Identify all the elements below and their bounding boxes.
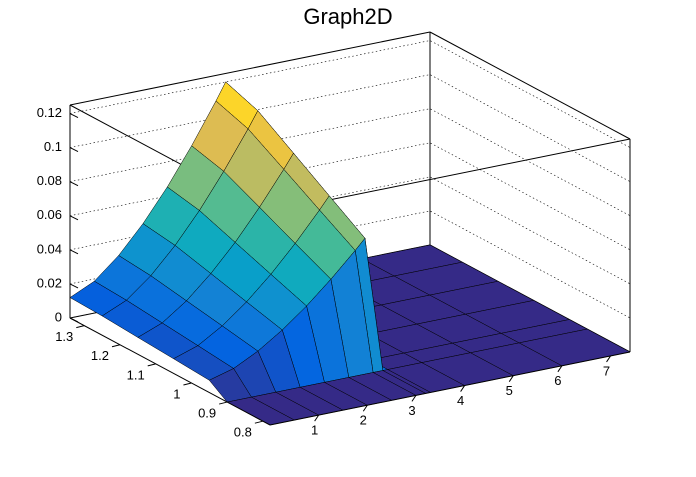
x-tick-label: 6 (554, 373, 561, 388)
y-tick (147, 363, 156, 367)
z-tick (69, 249, 79, 255)
x-tick (460, 385, 466, 392)
y-tick (76, 325, 85, 329)
y-tick-label: 1.3 (55, 329, 73, 344)
z-tick-label: 0.02 (37, 275, 62, 290)
z-tick (69, 113, 79, 118)
z-tick-label: 0 (55, 309, 62, 324)
x-tick-label: 3 (408, 403, 415, 418)
box-edge (69, 31, 431, 106)
z-tick (69, 215, 79, 221)
x-axis (269, 351, 631, 426)
x-tick (606, 355, 611, 363)
z-tick (69, 317, 79, 323)
y-tick (254, 420, 263, 424)
y-axis (69, 317, 271, 426)
x-tick (314, 414, 320, 422)
z-tick-label: 0.06 (37, 207, 62, 222)
y-tick (219, 401, 228, 405)
y-tick-label: 0.8 (234, 425, 252, 440)
x-tick-label: 1 (311, 423, 318, 438)
z-tick (69, 147, 79, 153)
x-tick (508, 375, 514, 382)
y-tick (111, 344, 121, 348)
y-tick-label: 0.9 (198, 406, 216, 421)
x-tick-label: 2 (360, 413, 367, 428)
y-tick-label: 1.2 (91, 348, 109, 363)
z-tick-label: 0.12 (37, 105, 62, 120)
box-edge (429, 31, 631, 140)
y-tick (183, 382, 192, 386)
x-tick (362, 404, 368, 412)
y-tick-label: 1 (173, 386, 180, 401)
x-tick-label: 7 (603, 363, 610, 378)
y-tick-label: 1.1 (127, 367, 145, 382)
z-tick-label: 0.04 (37, 241, 62, 256)
x-tick-label: 5 (506, 383, 513, 398)
z-tick-label: 0.1 (44, 139, 62, 154)
z-tick (69, 181, 79, 187)
x-tick-label: 4 (457, 393, 464, 408)
x-tick (411, 395, 417, 402)
z-tick-label: 0.08 (37, 173, 62, 188)
chart-title: Graph2D (303, 4, 392, 29)
z-tick (69, 283, 79, 289)
x-tick (557, 365, 563, 373)
